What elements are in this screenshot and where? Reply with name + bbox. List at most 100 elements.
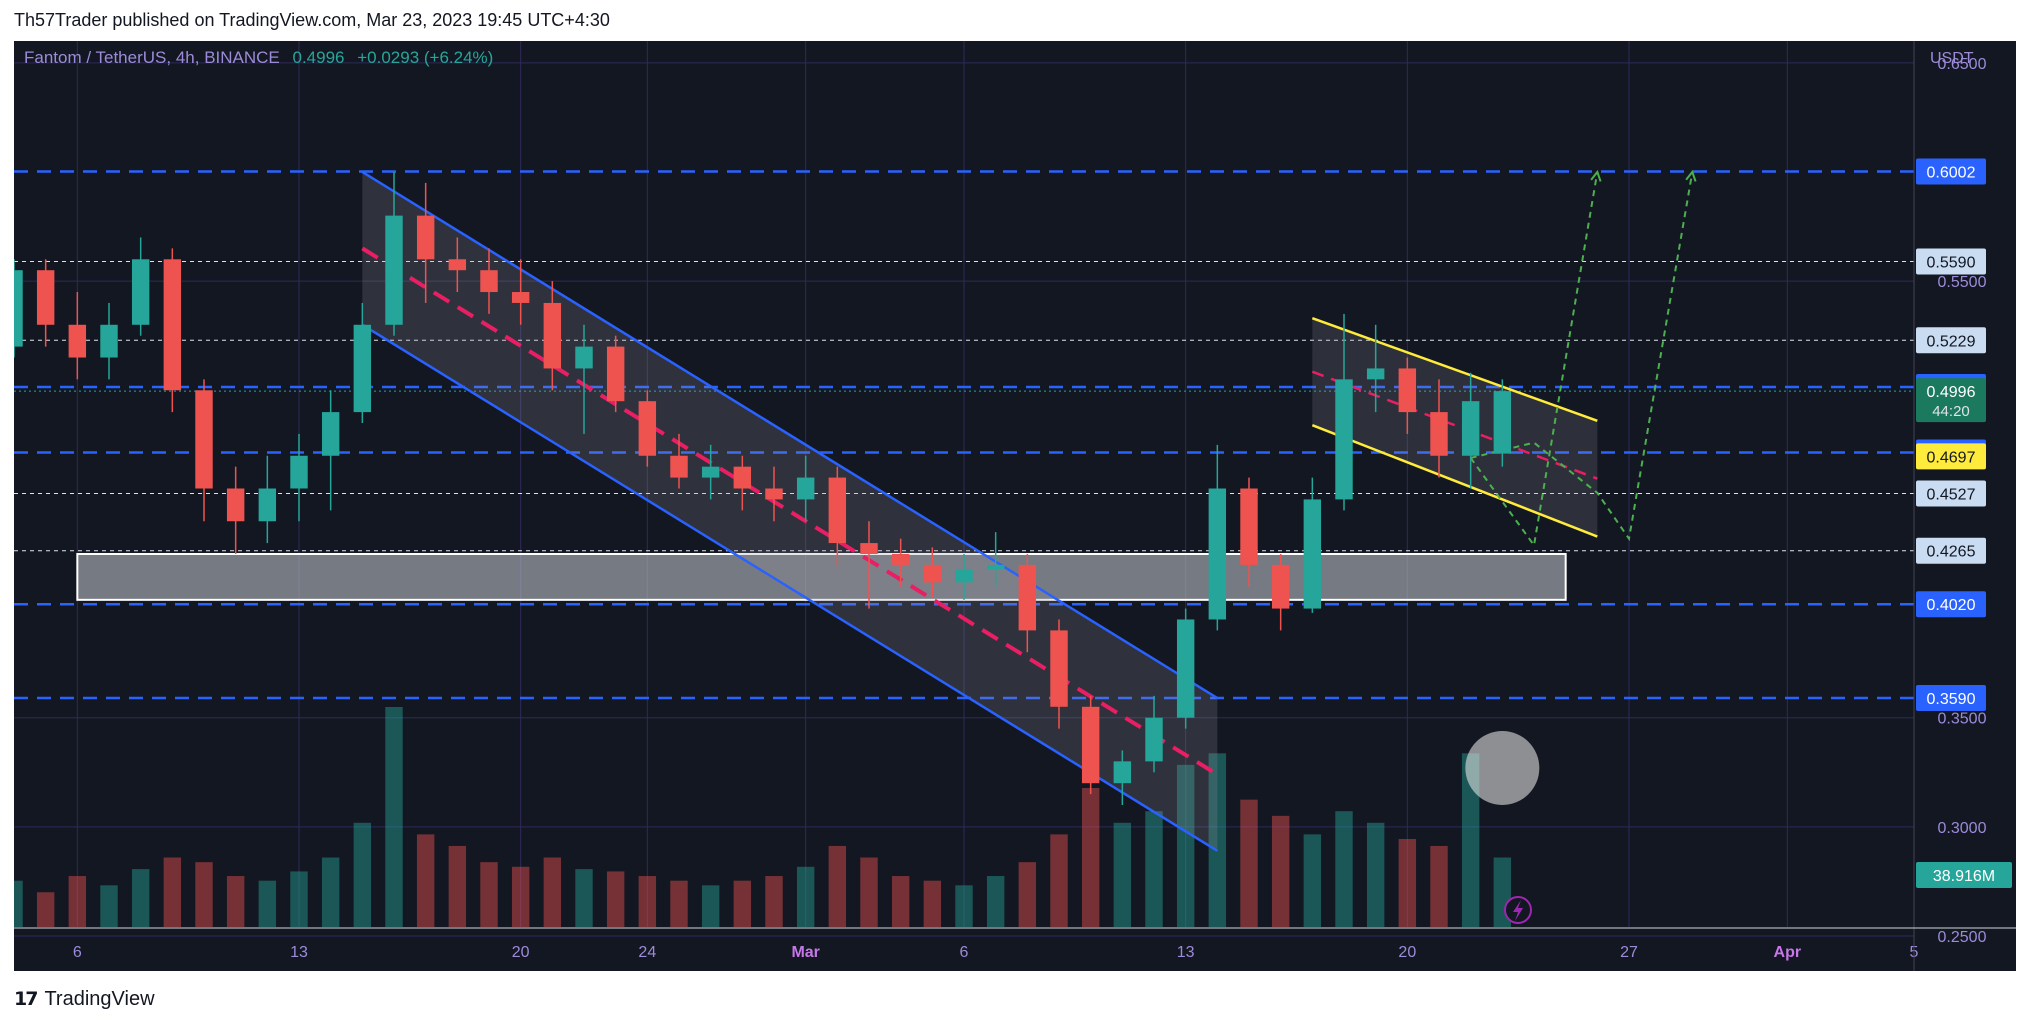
candle-body xyxy=(1493,391,1512,454)
candle-body xyxy=(575,346,593,369)
volume-bar xyxy=(1271,815,1290,927)
candle-body xyxy=(226,488,245,522)
candle-body xyxy=(701,466,720,478)
candle-body xyxy=(1398,368,1417,413)
volume-bar xyxy=(543,857,562,927)
x-tick-label: Apr xyxy=(1774,944,1802,961)
volume-histogram xyxy=(14,707,1540,927)
y-tick-label: 0.6500 xyxy=(1938,56,1987,73)
candle-body xyxy=(14,270,23,347)
volume-bar xyxy=(1208,753,1227,927)
x-tick-label: 20 xyxy=(1398,944,1416,961)
price-tag-label: 0.6002 xyxy=(1927,165,1976,182)
candle-body xyxy=(68,324,87,358)
price-tag-label: 0.4020 xyxy=(1927,597,1976,614)
candle-body xyxy=(923,564,942,583)
volume-tag xyxy=(1916,862,2012,888)
volume-bar xyxy=(385,707,403,927)
price-tag-label: 0.4527 xyxy=(1927,487,1976,504)
candle-body xyxy=(986,564,1005,570)
volume-bar xyxy=(1240,799,1258,927)
flag-fill xyxy=(1312,318,1598,537)
price-tag-label: 0.4265 xyxy=(1927,544,1976,561)
price-tag xyxy=(1916,685,1986,712)
countdown-label: 44:20 xyxy=(1932,403,1970,420)
chart-panel[interactable]: 0.6500 0.5500 0.3500 0.3000 0.2500 6 13 20 24 Mar… xyxy=(14,41,2016,971)
interval: 4h xyxy=(176,48,195,67)
candle-body xyxy=(670,455,688,478)
price-tag-label: 0.5229 xyxy=(1927,333,1976,350)
candles xyxy=(14,171,1512,806)
x-tick-label: 6 xyxy=(73,944,82,961)
brand-name: TradingView xyxy=(44,987,155,1010)
volume-bar xyxy=(1050,834,1068,927)
candle-body xyxy=(385,215,403,325)
volume-bar xyxy=(258,880,277,927)
price-tag xyxy=(1916,248,1986,275)
candle-body xyxy=(1335,379,1353,500)
candle-body xyxy=(1208,488,1227,620)
volume-bar xyxy=(828,845,847,927)
candle-body xyxy=(100,324,118,358)
price-tag-label: 0.5590 xyxy=(1927,254,1976,271)
y-tick-label: 0.3500 xyxy=(1938,711,1987,728)
y-tick-label: 0.3000 xyxy=(1938,820,1987,837)
volume-bar xyxy=(353,822,372,927)
candle-body xyxy=(1461,401,1480,456)
volume-bar xyxy=(923,880,942,927)
replay-icon[interactable] xyxy=(1504,896,1532,924)
candle-body xyxy=(543,302,562,369)
axes: 0.6500 0.5500 0.3500 0.3000 0.2500 6 13 20 24 Mar… xyxy=(14,41,2016,971)
candle-body xyxy=(195,390,213,489)
candle-body xyxy=(1176,619,1195,718)
volume-bar xyxy=(226,876,245,927)
price-tag xyxy=(1916,480,1986,507)
volume-bar xyxy=(1081,788,1100,927)
drawings xyxy=(76,169,1697,852)
candle-body xyxy=(36,270,55,325)
price-tag xyxy=(1916,537,1986,564)
volume-bar xyxy=(606,871,625,927)
volume-bar xyxy=(480,862,498,927)
candle-body xyxy=(1050,630,1068,707)
volume-bar xyxy=(860,857,878,927)
channel-upper-line xyxy=(361,170,1218,700)
price-tag xyxy=(1916,327,1986,354)
price-change: +0.0293 (+6.24%) xyxy=(357,48,493,67)
y-tick-label: 0.2500 xyxy=(1938,929,1987,946)
volume-bar xyxy=(1145,811,1163,927)
candle-body xyxy=(1081,706,1100,784)
candle-body xyxy=(258,488,277,522)
volume-bar xyxy=(1303,834,1322,927)
volume-bar xyxy=(1398,839,1417,927)
volume-bar xyxy=(1366,822,1385,927)
candle-body xyxy=(1018,564,1037,631)
footer: 17 TradingView xyxy=(14,984,155,1014)
candle-body xyxy=(955,569,973,583)
symbol-name: Fantom / TetherUS xyxy=(24,48,166,67)
price-chart[interactable]: 0.6500 0.5500 0.3500 0.3000 0.2500 6 13 20 24 Mar… xyxy=(14,41,2016,971)
candle-body xyxy=(606,346,625,402)
volume-bar xyxy=(1113,822,1132,927)
volume-bar xyxy=(733,880,752,927)
candle-body xyxy=(353,324,372,413)
flag-lower-line xyxy=(1311,424,1598,538)
candle-body xyxy=(1113,761,1132,784)
volume-bar xyxy=(321,857,340,927)
svg-text:Fantom / TetherUS, 4h, BINANCE: Fantom / TetherUS, 4h, BINANCE 0.4996 +0… xyxy=(24,48,493,67)
volume-bar xyxy=(448,845,467,927)
projection-path xyxy=(1469,171,1599,548)
volume-bar xyxy=(36,892,55,927)
volume-bar xyxy=(131,869,150,927)
candle-body xyxy=(891,553,910,565)
volume-bar xyxy=(1018,862,1037,927)
volume-bar xyxy=(1430,845,1448,927)
volume-bar xyxy=(955,885,973,927)
volume-highlight-circle xyxy=(1465,731,1540,805)
candle-body xyxy=(828,477,847,544)
volume-bar xyxy=(638,876,657,927)
candle-body xyxy=(1240,488,1258,565)
channel-fill xyxy=(362,171,1218,851)
last-price-tag xyxy=(1916,378,1986,423)
flag-mid-line xyxy=(1311,370,1598,480)
